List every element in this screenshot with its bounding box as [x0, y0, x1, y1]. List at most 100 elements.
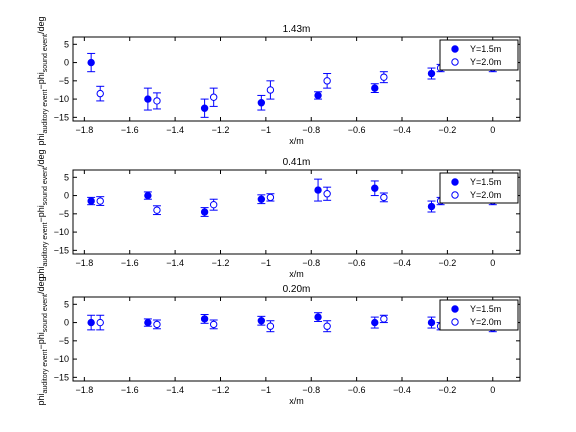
x-tick-label: −1.4 — [166, 125, 184, 135]
subplot-2: 0.41m −1.8 −1.6 −1.4 −1.2 −1 −0.8 −0.6 −0.4 −0.2 0… — [36, 150, 521, 279]
y-axis-label-part-2: auditory event — [42, 349, 49, 393]
y-axis-label-part-4: sound event — [42, 34, 49, 72]
y-axis-label-part-2: auditory event — [42, 89, 49, 133]
legend-label: Y=2.0m — [470, 57, 501, 67]
data-point — [323, 322, 331, 330]
subplot-3: 0.20m −1.8 −1.6 −1.4 −1.2 −1 −0.8 −0.6 −0.4 −0.2 0… — [36, 277, 521, 406]
legend-marker — [451, 178, 459, 186]
x-tick-label: −1.8 — [75, 125, 93, 135]
data-point — [87, 318, 95, 327]
y-tick-label: −10 — [54, 227, 69, 237]
y-tick-label: 0 — [64, 58, 69, 68]
legend-marker — [451, 58, 459, 66]
x-axis-label: x/m — [289, 269, 304, 279]
legend-label: Y=1.5m — [470, 304, 501, 314]
legend-marker — [451, 191, 459, 199]
x-tick-label: −0.6 — [348, 258, 366, 268]
x-axis-label: x/m — [289, 396, 304, 406]
subplot-1: 1.43m −1.8 −1.6 −1.4 −1.2 −1 −0.8 −0.6 −0.4 −0.2 0… — [36, 17, 521, 146]
data-point — [314, 91, 322, 100]
x-tick-label: −1.2 — [212, 125, 230, 135]
legend-label: Y=2.0m — [470, 317, 501, 327]
data-point — [257, 317, 266, 325]
x-tick-label: −1.6 — [121, 385, 139, 395]
x-tick-label: −0.2 — [439, 125, 457, 135]
legend-label: Y=2.0m — [470, 190, 501, 200]
y-axis-label: phiauditory event−phisound event/deg — [36, 150, 49, 279]
y-tick-label: −10 — [54, 354, 69, 364]
x-tick-label: 0 — [490, 258, 495, 268]
data-point — [200, 104, 209, 112]
data-point — [87, 58, 95, 67]
x-tick-label: 0 — [490, 385, 495, 395]
y-tick-label: 5 — [64, 39, 69, 49]
x-tick-label: −1.2 — [212, 258, 230, 268]
chart-title: 1.43m — [283, 24, 311, 35]
data-point — [257, 99, 266, 107]
data-point — [153, 206, 161, 214]
legend: Y=1.5m Y=2.0m — [439, 39, 519, 71]
x-tick-label: −1.6 — [121, 258, 139, 268]
data-point — [144, 95, 152, 103]
y-tick-label: 5 — [64, 299, 69, 309]
data-point — [96, 318, 104, 327]
data-point — [371, 318, 379, 327]
data-point — [427, 69, 436, 78]
data-point — [266, 322, 275, 330]
legend-marker — [451, 318, 459, 326]
y-axis-label-part-4: sound event — [42, 167, 49, 205]
chart-title: 0.20m — [283, 284, 311, 295]
legend-marker — [451, 305, 459, 313]
data-point — [96, 197, 104, 205]
data-point — [371, 184, 379, 192]
data-point — [200, 208, 209, 216]
data-point — [427, 318, 436, 327]
x-tick-label: −0.4 — [393, 385, 411, 395]
y-tick-label: −10 — [54, 94, 69, 104]
x-tick-label: −0.8 — [302, 125, 320, 135]
legend-label: Y=1.5m — [470, 44, 501, 54]
y-axis-label-part-5: /deg — [36, 150, 46, 168]
y-axis-label-part-3: −phi — [36, 72, 46, 89]
data-point — [96, 89, 104, 98]
y-axis-label-part-1: phi — [36, 133, 46, 145]
x-tick-label: −1 — [261, 385, 271, 395]
data-point — [314, 186, 322, 194]
data-point — [257, 195, 266, 203]
y-axis-label-part-4: sound event — [42, 294, 49, 332]
x-tick-label: −0.6 — [348, 385, 366, 395]
data-point — [323, 190, 331, 198]
data-point — [209, 320, 218, 329]
data-point — [266, 193, 275, 202]
y-tick-label: 5 — [64, 172, 69, 182]
chart-title: 0.41m — [283, 157, 311, 168]
y-axis-label-part-3: −phi — [36, 205, 46, 222]
y-axis-label-part-1: phi — [36, 393, 46, 405]
x-tick-label: −1.8 — [75, 258, 93, 268]
y-axis-label: phiauditory event−phisound event/deg — [36, 277, 49, 406]
x-tick-label: −1.4 — [166, 385, 184, 395]
y-tick-label: 0 — [64, 318, 69, 328]
x-tick-label: −1.4 — [166, 258, 184, 268]
data-point — [380, 193, 388, 202]
y-tick-label: −5 — [59, 209, 69, 219]
data-point — [380, 73, 388, 81]
x-tick-label: −1 — [261, 258, 271, 268]
data-point — [209, 200, 218, 209]
data-point — [200, 315, 209, 323]
data-point — [87, 197, 95, 205]
x-tick-label: −1.8 — [75, 385, 93, 395]
data-point — [371, 84, 379, 92]
series-2 — [96, 314, 497, 333]
y-tick-label: −15 — [54, 372, 69, 382]
legend: Y=1.5m Y=2.0m — [439, 299, 519, 331]
x-tick-label: −0.4 — [393, 125, 411, 135]
y-tick-label: −5 — [59, 76, 69, 86]
data-point — [427, 202, 436, 211]
x-tick-label: −0.2 — [439, 385, 457, 395]
legend-marker — [451, 45, 459, 53]
x-tick-label: −0.8 — [302, 258, 320, 268]
y-tick-label: 0 — [64, 191, 69, 201]
x-tick-label: −1.6 — [121, 125, 139, 135]
